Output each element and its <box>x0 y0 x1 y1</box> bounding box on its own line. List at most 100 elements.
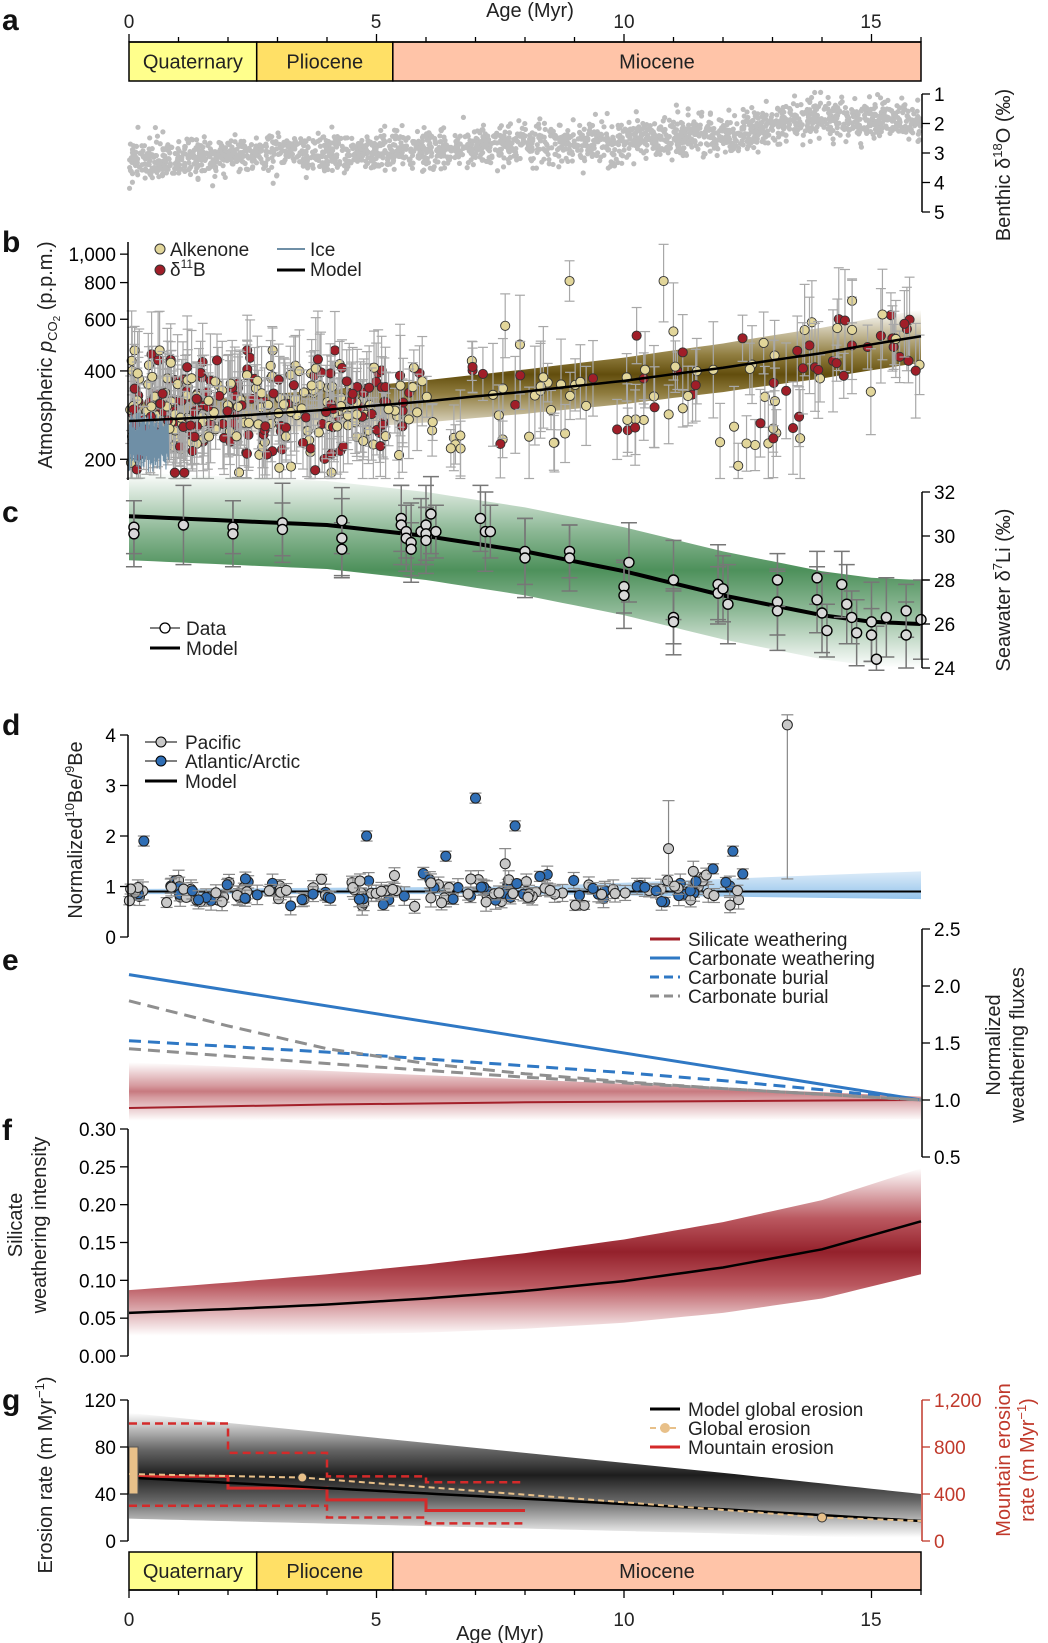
a-d18o-point <box>127 157 133 163</box>
a-d18o-point <box>464 165 470 171</box>
a-d18o-point <box>673 148 679 155</box>
a-d18o-point <box>130 147 136 153</box>
a-d18o-point <box>169 170 176 176</box>
a-d18o-point <box>492 134 498 140</box>
a-d18o-point <box>616 139 622 145</box>
a-d18o-point <box>750 137 756 143</box>
b-alkenone-point <box>560 428 571 439</box>
a-d18o-point <box>768 114 774 120</box>
a-d18o-point <box>577 122 583 129</box>
b-boron-point <box>477 368 488 379</box>
b-alkenone-point <box>814 373 826 384</box>
a-d18o-point <box>441 125 447 131</box>
a-d18o-point <box>516 132 523 139</box>
a-d18o-point <box>565 158 571 164</box>
a-d18o-point <box>830 136 836 142</box>
b-legend-alkenone-marker <box>154 243 166 255</box>
a-d18o-point <box>516 118 522 124</box>
a-d18o-point <box>760 136 766 142</box>
c-data-point <box>880 611 893 624</box>
a-d18o-point <box>875 127 881 133</box>
d-pacific-point <box>123 895 135 907</box>
b-alkenone-point <box>380 431 391 442</box>
a-d18o-point <box>411 148 417 154</box>
a-d18o-point <box>217 154 223 160</box>
b-boron-point <box>587 373 599 384</box>
a-d18o-point <box>909 106 915 113</box>
a-d18o-point <box>252 148 259 155</box>
a-d18o-point <box>793 127 800 133</box>
a-d18o-point <box>685 112 691 118</box>
a-d18o-point <box>751 144 757 151</box>
a-d18o-point <box>127 165 133 171</box>
panel-label-c: c <box>2 496 19 529</box>
a-d18o-point <box>800 132 806 138</box>
a-d18o-point <box>536 121 542 127</box>
b-alkenone-point <box>408 362 419 373</box>
a-d18o-point <box>434 147 440 153</box>
a-d18o-point <box>621 147 627 153</box>
b-boron-point <box>690 380 701 391</box>
a-d18o-point <box>666 134 672 140</box>
a-d18o-point <box>139 143 145 149</box>
a-d18o-point <box>713 130 719 136</box>
c-legend: Data Model <box>150 619 238 660</box>
a-d18o-point <box>238 155 245 161</box>
a-d18o-point <box>486 159 492 165</box>
d-pacific-point <box>425 877 437 889</box>
a-d18o-point <box>859 106 865 112</box>
a-d18o-point <box>807 138 813 144</box>
a-d18o-point <box>657 151 663 157</box>
d-pacific-point <box>465 873 477 885</box>
a-d18o-point <box>637 140 643 146</box>
a-d18o-point <box>598 136 604 143</box>
a-d18o-point <box>749 123 755 129</box>
a-d18o-point <box>886 106 893 113</box>
a-d18o-point <box>733 138 740 144</box>
b-alkenone-point <box>265 360 276 371</box>
a-d18o-point <box>300 141 306 147</box>
c-data-point <box>771 605 784 617</box>
a-d18o-point <box>212 151 218 158</box>
a-d18o-point <box>202 139 208 145</box>
a-d18o-point <box>146 161 152 168</box>
a-d18o-point <box>879 115 886 121</box>
a-d18o-point <box>517 155 523 162</box>
a-d18o-point <box>750 129 756 135</box>
a-d18o-point <box>836 108 843 114</box>
a-d18o-point <box>298 136 304 142</box>
b-alkenone-point <box>395 380 406 391</box>
a-d18o-point <box>643 155 649 161</box>
a-d18o-point <box>782 119 789 125</box>
d-atlantic-point <box>475 881 487 893</box>
a-d18o-point <box>734 121 740 127</box>
a-d18o-point <box>806 127 812 134</box>
a-d18o-point <box>344 146 350 153</box>
a-d18o-point <box>725 137 731 143</box>
b-alkenone-point <box>795 433 806 444</box>
a-d18o-point <box>485 133 491 139</box>
a-d18o-point <box>323 141 330 147</box>
bottom-epoch-label-quaternary: Quaternary <box>143 1561 243 1583</box>
d-atlantic-point <box>239 892 251 904</box>
a-d18o-point <box>846 127 852 134</box>
a-d18o-point <box>752 113 758 119</box>
b-alkenone-point <box>427 417 438 428</box>
a-d18o-point <box>372 161 378 167</box>
a-d18o-point <box>581 155 587 161</box>
c-data-point <box>915 613 927 626</box>
b-alkenone-point <box>832 323 843 334</box>
a-d18o-point <box>329 158 335 164</box>
a-d18o-point <box>189 151 196 157</box>
a-d18o-point <box>697 141 704 147</box>
a-d18o-point <box>846 119 852 125</box>
a-d18o-point <box>610 136 616 142</box>
a-d18o-point <box>756 131 762 137</box>
c-data-point <box>900 605 912 617</box>
a-d18o-point <box>337 159 343 165</box>
a-d18o-point <box>526 136 533 142</box>
a-d18o-point <box>263 143 270 150</box>
a-d18o-point <box>232 132 238 138</box>
d-pacific-point <box>443 882 455 894</box>
